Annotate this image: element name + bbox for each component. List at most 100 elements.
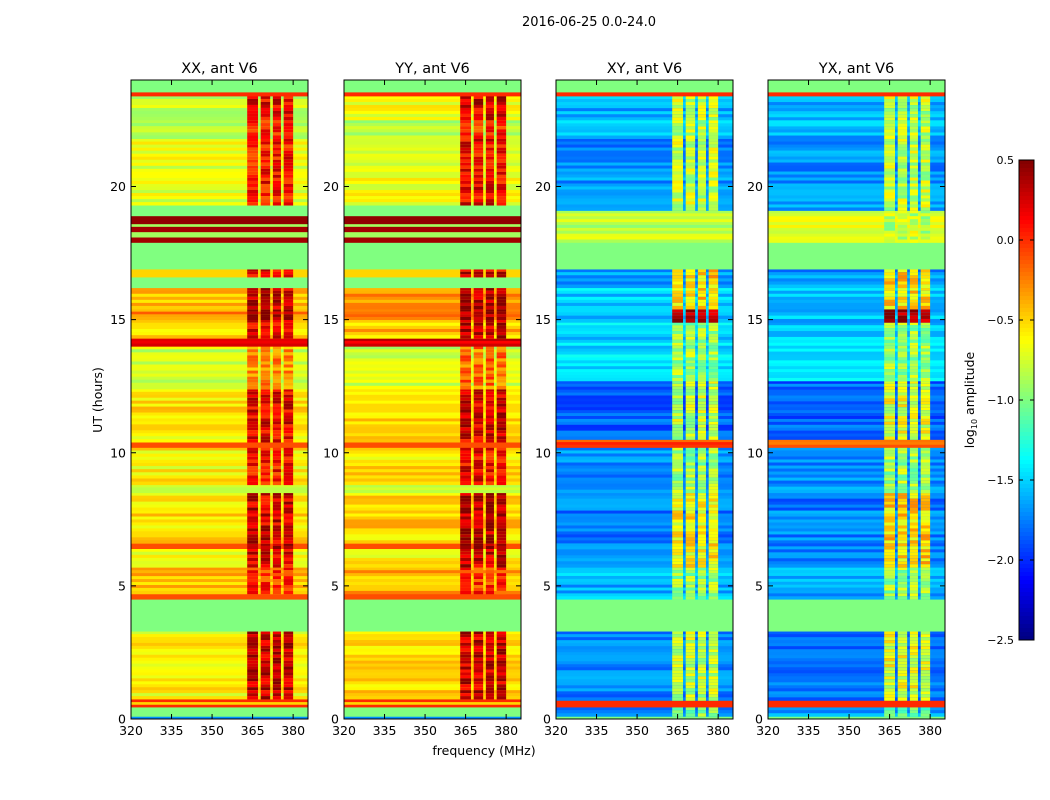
heatmap-rfi-cell — [685, 123, 696, 127]
heatmap-band — [344, 101, 521, 106]
heatmap-rfi-cell — [272, 504, 281, 508]
heatmap-rfi-cell — [260, 305, 271, 310]
heatmap-rfi-cell — [485, 456, 494, 461]
heatmap-rfi-cell — [283, 648, 294, 653]
heatmap-rfi-cell — [485, 672, 494, 676]
heatmap-band — [344, 210, 521, 214]
heatmap-band — [131, 361, 308, 365]
heatmap-band — [344, 487, 521, 491]
heatmap-rfi-cell — [260, 346, 271, 350]
heatmap-band — [131, 421, 308, 425]
heatmap-band — [344, 704, 521, 708]
heatmap-rfi-cell — [672, 168, 684, 172]
heatmap-rfi-cell — [697, 489, 706, 494]
heatmap-rfi-cell — [272, 672, 281, 676]
heatmap-rfi-cell — [897, 501, 908, 506]
heatmap-rfi-cell — [485, 403, 494, 407]
heatmap-rfi-cell — [485, 394, 494, 399]
heatmap-band — [768, 296, 945, 301]
heatmap-rfi-cell — [884, 351, 896, 355]
heatmap-rfi-cell — [672, 480, 684, 485]
heatmap-rfi-cell — [485, 159, 494, 164]
heatmap-rfi-cell — [283, 199, 294, 203]
heatmap-rfi-cell — [460, 135, 472, 139]
heatmap-band — [344, 570, 521, 574]
heatmap-rfi-cell — [272, 335, 281, 339]
heatmap-band — [556, 111, 733, 115]
heatmap-rfi-cell — [920, 540, 931, 544]
heatmap-rfi-cell — [685, 525, 696, 529]
heatmap-rfi-cell — [473, 567, 484, 571]
heatmap-band — [131, 444, 308, 448]
heatmap-band — [131, 415, 308, 419]
heatmap-rfi-cell — [884, 540, 896, 544]
heatmap-rfi-cell — [909, 222, 918, 226]
heatmap-band — [344, 418, 521, 422]
heatmap-band — [556, 281, 733, 285]
heatmap-band — [344, 573, 521, 577]
heatmap-rfi-cell — [708, 581, 719, 586]
heatmap-rfi-cell — [485, 637, 494, 641]
heatmap-rfi-cell — [272, 631, 281, 635]
heatmap-rfi-cell — [260, 570, 271, 574]
heatmap-rfi-cell — [909, 522, 918, 526]
heatmap-rfi-cell — [260, 660, 271, 665]
heatmap-rfi-cell — [260, 385, 271, 390]
heatmap-rfi-cell — [909, 667, 918, 671]
heatmap-rfi-cell — [897, 383, 908, 388]
heatmap-rfi-cell — [697, 575, 706, 580]
heatmap-rfi-cell — [283, 159, 294, 164]
heatmap-rfi-cell — [909, 459, 918, 463]
heatmap-rfi-cell — [283, 415, 294, 419]
heatmap-rfi-cell — [460, 531, 472, 535]
heatmap-band — [768, 171, 945, 175]
heatmap-band — [131, 548, 308, 553]
heatmap-rfi-cell — [460, 504, 472, 508]
heatmap-rfi-cell — [496, 391, 507, 396]
heatmap-rfi-cell — [909, 465, 918, 469]
heatmap-band — [768, 132, 945, 136]
heatmap-band — [344, 274, 521, 278]
heatmap-rfi-cell — [473, 564, 484, 568]
heatmap-rfi-cell — [260, 696, 271, 700]
heatmap-band — [556, 558, 733, 562]
heatmap-rfi-cell — [473, 138, 484, 143]
heatmap-rfi-cell — [909, 99, 918, 103]
heatmap-rfi-cell — [884, 183, 896, 187]
heatmap-band — [344, 355, 521, 359]
heatmap-rfi-cell — [884, 516, 896, 520]
heatmap-band — [556, 646, 733, 650]
heatmap-rfi-cell — [460, 180, 472, 185]
heatmap-band — [131, 234, 308, 238]
heatmap-rfi-cell — [708, 269, 719, 273]
colorbar-segment — [1019, 376, 1034, 381]
heatmap-rfi-cell — [708, 649, 719, 653]
heatmap-rfi-cell — [685, 95, 696, 100]
heatmap-rfi-cell — [283, 554, 294, 559]
heatmap-rfi-cell — [272, 364, 281, 368]
heatmap-band — [556, 578, 733, 583]
heatmap-band — [344, 507, 521, 511]
heatmap-rfi-cell — [496, 415, 507, 419]
heatmap-rfi-cell — [272, 156, 281, 161]
heatmap-rfi-cell — [496, 660, 507, 665]
heatmap-rfi-cell — [685, 278, 696, 282]
heatmap-rfi-cell — [920, 369, 931, 373]
heatmap-rfi-cell — [909, 269, 918, 273]
heatmap-rfi-cell — [897, 670, 908, 674]
heatmap-rfi-cell — [485, 305, 494, 310]
heatmap-rfi-cell — [685, 398, 696, 402]
heatmap-rfi-cell — [697, 153, 706, 157]
colorbar-segment — [1019, 440, 1034, 445]
heatmap-rfi-cell — [473, 311, 484, 315]
heatmap-rfi-cell — [283, 516, 294, 520]
heatmap-band — [344, 248, 521, 252]
heatmap-rfi-cell — [272, 352, 281, 356]
colorbar-tick-label: −0.5 — [987, 314, 1014, 327]
heatmap-rfi-cell — [260, 498, 271, 503]
heatmap-rfi-cell — [260, 319, 271, 324]
heatmap-rfi-cell — [909, 180, 918, 184]
heatmap-rfi-cell — [260, 469, 271, 473]
heatmap-rfi-cell — [697, 328, 706, 332]
